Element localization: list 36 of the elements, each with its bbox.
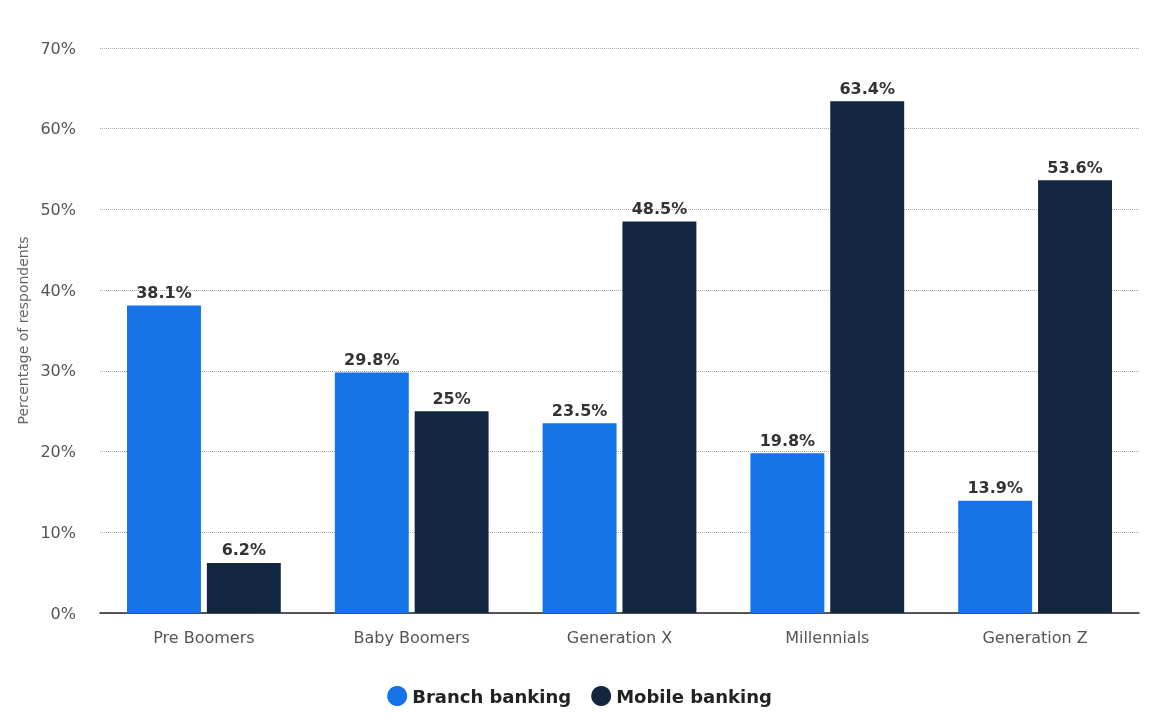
- y-tick-label: 60%: [40, 119, 76, 139]
- y-tick-label: 40%: [40, 280, 76, 300]
- bar: [750, 453, 825, 613]
- data-label: 25%: [432, 388, 471, 408]
- y-tick-label: 0%: [50, 603, 76, 623]
- data-label: 19.8%: [759, 430, 816, 450]
- y-tick-label: 50%: [40, 199, 76, 219]
- y-axis-title: Percentage of respondents: [14, 236, 31, 425]
- bar: [830, 101, 905, 613]
- y-tick-label: 70%: [40, 38, 76, 58]
- legend-label: Mobile banking: [616, 685, 772, 707]
- x-tick-label: Pre Boomers: [153, 627, 255, 647]
- data-label: 29.8%: [344, 349, 400, 369]
- legend-label: Branch banking: [412, 685, 572, 707]
- x-tick-label: Generation X: [566, 627, 673, 647]
- x-tick-label: Millennials: [785, 627, 870, 647]
- data-label: 6.2%: [221, 540, 267, 560]
- bar: [127, 305, 201, 613]
- bar: [206, 562, 281, 613]
- x-tick-label: Generation Z: [982, 627, 1088, 647]
- bar: [958, 500, 1033, 613]
- y-tick-label: 20%: [40, 442, 76, 462]
- data-label: 63.4%: [839, 78, 895, 98]
- data-label: 23.5%: [551, 400, 608, 420]
- bar: [542, 423, 617, 613]
- data-label: 53.6%: [1047, 157, 1103, 177]
- y-tick-label: 30%: [40, 361, 76, 381]
- x-tick-label: Baby Boomers: [353, 627, 470, 647]
- bar: [1038, 180, 1112, 613]
- y-tick-label: 10%: [40, 522, 76, 542]
- bar: [334, 372, 409, 613]
- data-label: 48.5%: [631, 199, 688, 219]
- data-label: 38.1%: [136, 282, 192, 302]
- bar: [414, 411, 489, 613]
- data-label: 13.9%: [967, 478, 1023, 498]
- bar: [622, 221, 697, 613]
